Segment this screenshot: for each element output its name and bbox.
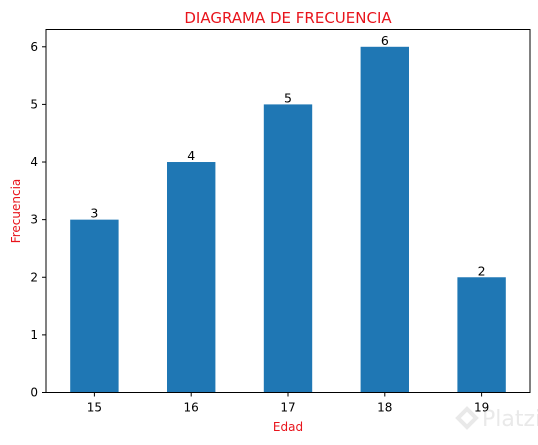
platzi-watermark: Platzi xyxy=(455,406,538,432)
y-axis-ticks: 0 1 2 3 4 5 6 xyxy=(30,40,46,400)
bar-17 xyxy=(263,104,313,393)
y-tick-label-5: 5 xyxy=(30,97,38,111)
chart-title: DIAGRAMA DE FRECUENCIA xyxy=(184,9,392,27)
bar-value-label-18: 6 xyxy=(381,33,389,48)
y-tick-label-2: 2 xyxy=(30,270,38,284)
x-axis-ticks: 15 16 17 18 19 xyxy=(87,392,489,415)
platzi-logo-icon xyxy=(455,406,479,430)
y-tick-label-1: 1 xyxy=(30,328,38,342)
bar-value-label-19: 2 xyxy=(478,263,486,278)
bar-16 xyxy=(167,162,216,393)
bar-labels-group: 3 4 5 6 2 xyxy=(90,33,485,278)
bar-19 xyxy=(457,277,506,393)
bars-group xyxy=(70,46,506,393)
y-axis-label: Frecuencia xyxy=(9,179,23,244)
bar-value-label-16: 4 xyxy=(187,148,195,163)
y-tick-label-4: 4 xyxy=(30,155,38,169)
x-axis-label: Edad xyxy=(273,420,303,434)
y-tick-label-6: 6 xyxy=(30,40,38,54)
x-tick-label-16: 16 xyxy=(184,401,199,415)
bar-value-label-15: 3 xyxy=(90,206,98,221)
x-tick-label-19: 19 xyxy=(474,401,489,415)
x-tick-label-15: 15 xyxy=(87,401,102,415)
y-tick-label-3: 3 xyxy=(30,213,38,227)
x-tick-label-18: 18 xyxy=(377,401,392,415)
y-tick-label-0: 0 xyxy=(30,386,38,400)
bar-18 xyxy=(360,46,409,393)
x-tick-label-17: 17 xyxy=(280,401,295,415)
plot-frame xyxy=(45,29,531,393)
bar-value-label-17: 5 xyxy=(284,90,292,105)
bar-15 xyxy=(70,219,119,393)
watermark-text: Platzi xyxy=(482,407,538,432)
